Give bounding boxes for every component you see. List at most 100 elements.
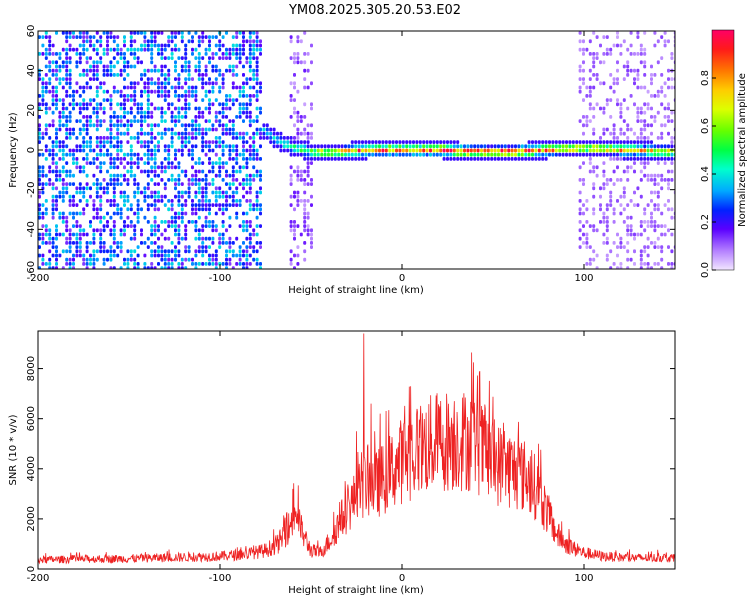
heatmap-cell bbox=[92, 257, 96, 262]
heatmap-cell bbox=[293, 144, 296, 149]
heatmap-cell bbox=[140, 190, 143, 195]
heatmap-cell bbox=[265, 131, 269, 136]
heatmap-cell bbox=[228, 152, 232, 157]
heatmap-cell bbox=[146, 102, 150, 107]
heatmap-cell bbox=[106, 190, 109, 195]
heatmap-cell bbox=[119, 249, 123, 254]
heatmap-cell bbox=[293, 224, 296, 228]
heatmap-cell bbox=[170, 39, 174, 44]
heatmap-cell bbox=[214, 249, 218, 254]
heatmap-cell bbox=[85, 152, 89, 157]
heatmap-cell bbox=[92, 68, 96, 73]
heatmap-cell bbox=[248, 173, 252, 178]
heatmap-cell bbox=[439, 152, 443, 157]
heatmap-cell bbox=[150, 232, 154, 237]
heatmap-cell bbox=[157, 236, 160, 241]
heatmap-cell bbox=[588, 39, 592, 44]
heatmap-cell bbox=[633, 102, 636, 107]
heatmap-cell bbox=[531, 144, 534, 149]
heatmap-cell bbox=[68, 236, 72, 241]
heatmap-cell bbox=[605, 182, 609, 186]
heatmap-cell bbox=[636, 85, 640, 90]
heatmap-cell bbox=[48, 47, 52, 52]
heatmap-cell bbox=[245, 211, 249, 216]
heatmap-cell bbox=[588, 119, 592, 123]
heatmap-cell bbox=[55, 266, 58, 269]
heatmap-cell bbox=[622, 169, 626, 174]
heatmap-cell bbox=[667, 152, 670, 157]
heatmap-cell bbox=[313, 144, 317, 149]
heatmap-cell bbox=[129, 81, 133, 86]
heatmap-cell bbox=[391, 148, 395, 153]
heatmap-cell bbox=[143, 144, 147, 149]
heatmap-cell bbox=[612, 43, 616, 48]
heatmap-cell bbox=[197, 262, 201, 266]
heatmap-cell bbox=[44, 157, 48, 161]
heatmap-cell bbox=[140, 119, 143, 123]
heatmap-cell bbox=[194, 169, 198, 174]
spectrogram-x-label: Height of straight line (km) bbox=[288, 285, 424, 296]
heatmap-cell bbox=[602, 215, 606, 220]
heatmap-cell bbox=[95, 228, 99, 233]
heatmap-cell bbox=[221, 43, 225, 48]
heatmap-cell bbox=[123, 60, 126, 65]
heatmap-cell bbox=[643, 211, 647, 216]
heatmap-cell bbox=[582, 98, 585, 102]
heatmap-cell bbox=[194, 207, 198, 212]
heatmap-cell bbox=[252, 47, 256, 52]
heatmap-cell bbox=[51, 89, 55, 94]
heatmap-cell bbox=[174, 152, 177, 157]
heatmap-cell bbox=[650, 144, 653, 149]
heatmap-cell bbox=[218, 47, 222, 52]
heatmap-cell bbox=[633, 144, 636, 149]
heatmap-cell bbox=[252, 43, 256, 48]
heatmap-cell bbox=[99, 215, 103, 220]
heatmap-cell bbox=[660, 224, 664, 228]
heatmap-cell bbox=[592, 186, 596, 191]
heatmap-cell bbox=[65, 161, 69, 165]
heatmap-cell bbox=[146, 148, 150, 153]
heatmap-cell bbox=[55, 262, 58, 266]
heatmap-cell bbox=[252, 144, 256, 149]
heatmap-cell bbox=[592, 52, 596, 56]
heatmap-cell bbox=[187, 68, 191, 73]
heatmap-cell bbox=[214, 186, 218, 191]
heatmap-cell bbox=[616, 245, 619, 249]
heatmap-cell bbox=[109, 102, 113, 107]
heatmap-cell bbox=[269, 131, 273, 136]
heatmap-cell bbox=[646, 245, 650, 249]
heatmap-cell bbox=[82, 102, 86, 107]
heatmap-cell bbox=[592, 182, 596, 186]
heatmap-cell bbox=[197, 207, 201, 212]
heatmap-cell bbox=[514, 157, 517, 161]
heatmap-cell bbox=[129, 148, 133, 153]
heatmap-cell bbox=[177, 115, 181, 119]
heatmap-cell bbox=[622, 64, 626, 69]
heatmap-cell bbox=[214, 224, 218, 228]
heatmap-cell bbox=[619, 144, 623, 149]
heatmap-cell bbox=[425, 152, 429, 157]
heatmap-cell bbox=[507, 157, 511, 161]
heatmap-cell bbox=[95, 64, 99, 69]
heatmap-cell bbox=[225, 199, 228, 203]
heatmap-cell bbox=[89, 64, 92, 69]
heatmap-cell bbox=[150, 43, 154, 48]
heatmap-cell bbox=[82, 52, 86, 56]
heatmap-cell bbox=[65, 257, 69, 262]
heatmap-cell bbox=[95, 178, 99, 182]
heatmap-cell bbox=[425, 148, 429, 153]
heatmap-cell bbox=[106, 98, 109, 102]
heatmap-cell bbox=[507, 148, 511, 153]
heatmap-cell bbox=[126, 262, 130, 266]
heatmap-cell bbox=[289, 194, 293, 199]
heatmap-cell bbox=[174, 106, 177, 111]
heatmap-cell bbox=[92, 148, 96, 153]
heatmap-cell bbox=[646, 173, 650, 178]
heatmap-cell bbox=[612, 207, 616, 212]
heatmap-cell bbox=[177, 131, 181, 136]
heatmap-cell bbox=[133, 94, 137, 98]
heatmap-cell bbox=[153, 232, 157, 237]
heatmap-cell bbox=[303, 241, 307, 245]
heatmap-cell bbox=[82, 140, 86, 144]
heatmap-cell bbox=[89, 257, 92, 262]
